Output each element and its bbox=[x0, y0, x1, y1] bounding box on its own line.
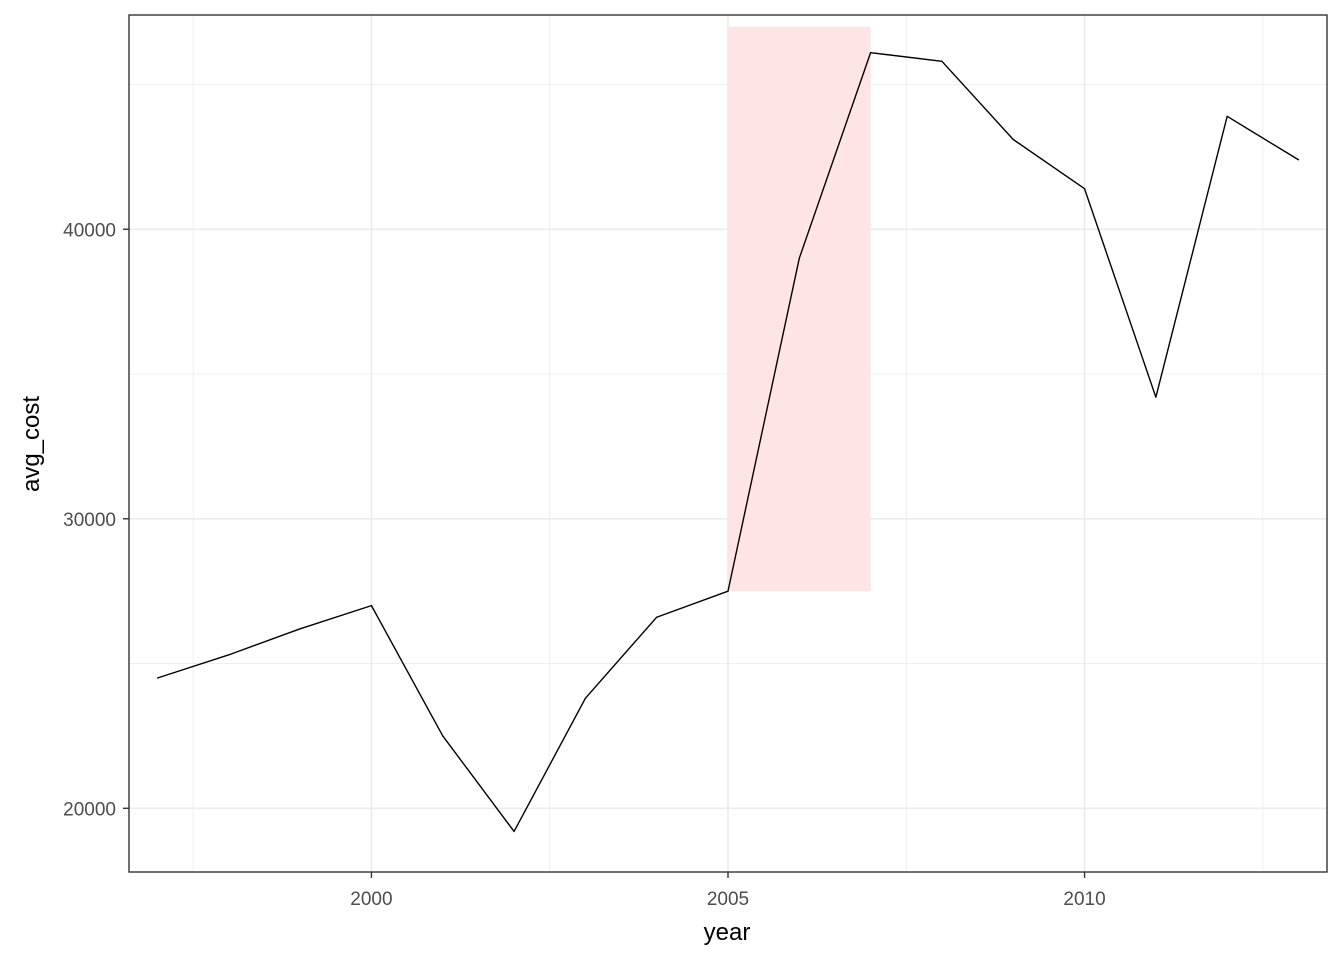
highlight-layer bbox=[728, 26, 871, 592]
tick-layer: 2000 2005 2010 20000 30000 40000 bbox=[63, 220, 1106, 910]
data-point bbox=[1155, 396, 1157, 398]
data-point bbox=[228, 654, 230, 656]
data-point bbox=[442, 735, 444, 737]
data-point bbox=[584, 697, 586, 699]
series-layer bbox=[156, 51, 1300, 833]
data-point bbox=[156, 677, 159, 679]
data-point bbox=[299, 628, 301, 630]
x-tick-label: 2005 bbox=[707, 889, 749, 910]
y-tick-label: 30000 bbox=[63, 510, 116, 531]
y-tick-label: 20000 bbox=[63, 799, 116, 820]
data-point bbox=[941, 60, 943, 62]
data-point bbox=[1083, 188, 1086, 190]
data-point bbox=[656, 616, 658, 618]
highlight-band bbox=[728, 26, 871, 592]
data-point bbox=[727, 590, 729, 592]
data-point bbox=[1012, 138, 1014, 141]
y-axis-title: avg_cost bbox=[18, 396, 45, 492]
data-point bbox=[370, 605, 373, 607]
data-point bbox=[798, 257, 800, 259]
y-tick-label: 40000 bbox=[63, 220, 116, 241]
x-tick-label: 2010 bbox=[1063, 889, 1105, 910]
data-point bbox=[1297, 159, 1300, 161]
x-tick-label: 2000 bbox=[350, 889, 392, 910]
data-point bbox=[513, 830, 515, 833]
x-axis-title: year bbox=[704, 919, 751, 946]
data-point bbox=[1226, 115, 1228, 117]
data-point bbox=[870, 52, 872, 54]
